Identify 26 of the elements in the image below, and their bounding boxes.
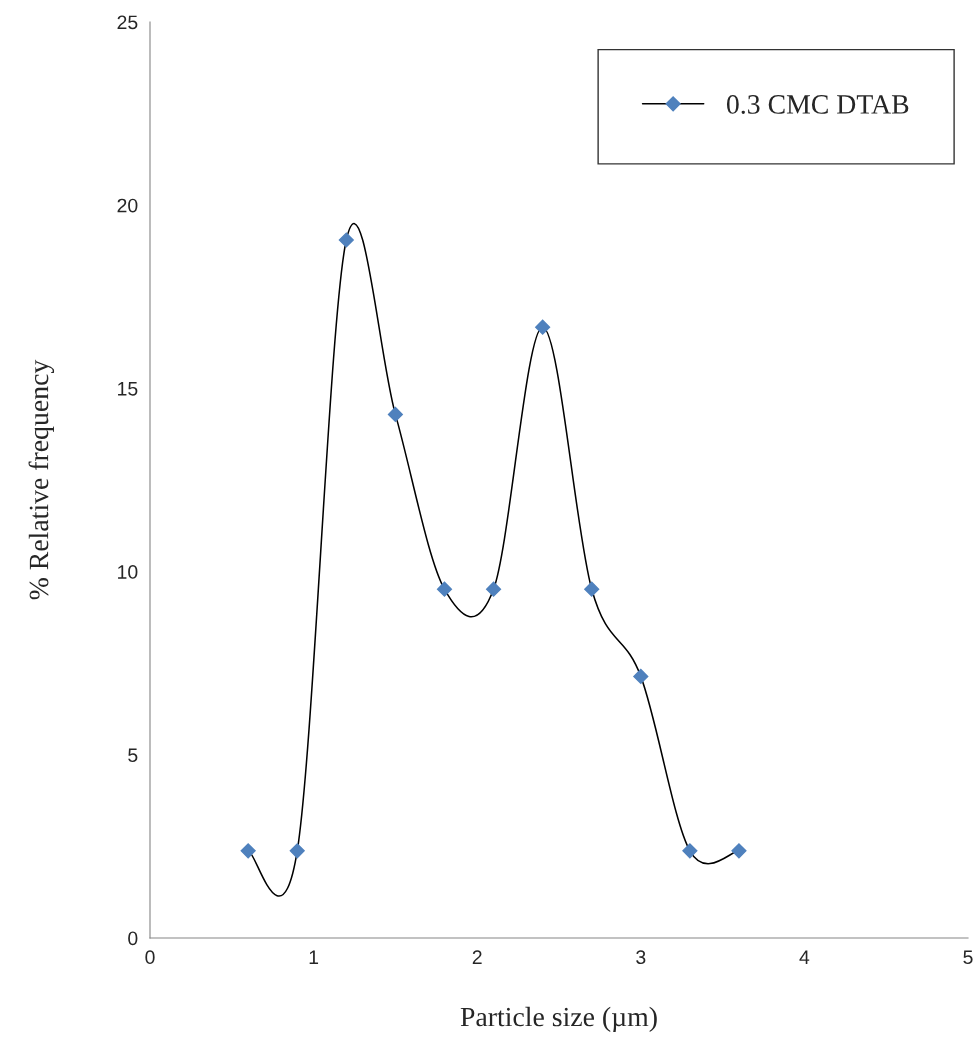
point [682,843,698,859]
x-tick-label: 3 [636,950,646,965]
x-tick-label: 5 [963,950,973,965]
point [633,668,649,684]
x-axis-title: Particle size (µm) [460,1006,657,1033]
y-tick-label: 0 [128,931,138,946]
point [387,406,403,422]
point [485,581,502,597]
y-tick-label: 20 [117,198,138,213]
y-axis-title: % Relative frequency [28,359,55,600]
point [338,232,354,248]
point [436,581,453,597]
legend-label: 0.3 CMC DTAB [726,95,909,114]
point [731,843,747,859]
y-tick-label: 15 [118,382,138,396]
x-tick-label: 2 [472,950,482,964]
y-tick-label: 25 [117,15,138,30]
x-tick-label: 4 [799,950,810,964]
point [584,581,600,597]
point [289,843,305,859]
point [535,319,551,335]
x-tick-label: 1 [309,950,319,964]
point [240,843,256,859]
x-tick-label: 0 [145,950,155,965]
y-tick-label: 10 [118,565,138,579]
y-tick-label: 5 [128,748,138,763]
